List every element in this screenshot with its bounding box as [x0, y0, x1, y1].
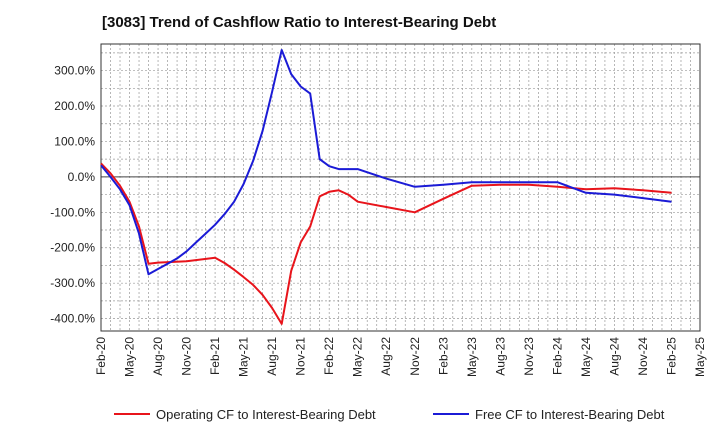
y-tick-label: 200.0% — [54, 99, 95, 113]
series-layer — [100, 49, 672, 325]
y-tick-label: 100.0% — [54, 134, 95, 148]
x-tick-label: Feb-22 — [322, 337, 336, 375]
legend-label: Free CF to Interest-Bearing Debt — [475, 407, 665, 422]
x-tick-label: Feb-20 — [94, 337, 108, 375]
x-tick-label: May-22 — [351, 337, 365, 377]
x-tick-label: Nov-23 — [522, 337, 536, 376]
x-tick-label: May-24 — [579, 337, 593, 377]
x-tick-label: May-20 — [123, 337, 137, 377]
x-tick-label: Nov-21 — [294, 337, 308, 376]
x-tick-label: Aug-23 — [493, 337, 507, 376]
legend-label: Operating CF to Interest-Bearing Debt — [156, 407, 376, 422]
y-tick-labels: 300.0% 200.0% 100.0% 0.0% -100.0% -200.0% -300… — [50, 64, 95, 326]
legend: Operating CF to Interest-Bearing Debt Fre… — [114, 407, 665, 422]
chart-title: [3083] Trend of Cashflow Ratio to Intere… — [102, 14, 497, 31]
x-tick-label: May-25 — [693, 337, 707, 377]
x-tick-label: Aug-24 — [607, 337, 621, 376]
x-tick-labels: Feb-20 May-20 Aug-20 Nov-20 Feb-21 May-21 Aug-… — [94, 337, 707, 377]
x-tick-label: Nov-20 — [180, 337, 194, 376]
plot-frame — [100, 43, 701, 332]
x-tick-label: Aug-21 — [265, 337, 279, 376]
x-tick-label: Nov-22 — [408, 337, 422, 376]
y-tick-label: 300.0% — [54, 64, 95, 78]
x-tick-label: Feb-24 — [550, 337, 564, 375]
y-tick-label: 0.0% — [68, 170, 96, 184]
x-tick-label: Aug-22 — [379, 337, 393, 376]
x-tick-label: Feb-23 — [436, 337, 450, 375]
grid-layer — [101, 44, 700, 331]
y-tick-label: -200.0% — [50, 241, 95, 255]
y-tick-label: -100.0% — [50, 205, 95, 219]
series-line-operating-cf — [100, 162, 672, 325]
x-tick-label: Nov-24 — [636, 337, 650, 376]
x-tick-label: Aug-20 — [151, 337, 165, 376]
x-tick-label: May-21 — [237, 337, 251, 377]
x-tick-label: Feb-21 — [208, 337, 222, 375]
series-line-free-cf — [100, 49, 672, 276]
y-tick-label: -300.0% — [50, 276, 95, 290]
x-tick-label: May-23 — [465, 337, 479, 377]
x-tick-label: Feb-25 — [664, 337, 678, 375]
y-tick-label: -400.0% — [50, 312, 95, 326]
